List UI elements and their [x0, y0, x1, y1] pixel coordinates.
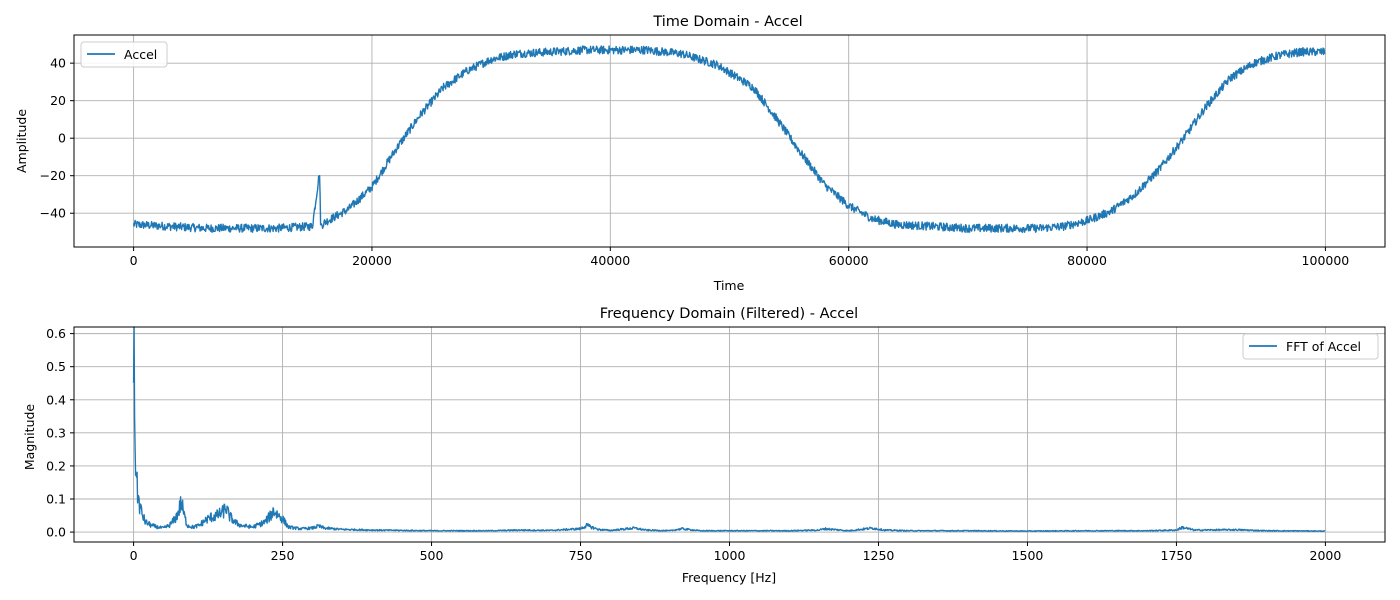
frequency-domain-ytick-label: 0.3 [46, 425, 66, 440]
time-domain-xtick-label: 40000 [590, 253, 630, 268]
frequency-domain-xtick-label: 500 [420, 548, 444, 563]
frequency-domain-ytick-label: 0.5 [46, 359, 66, 374]
time-domain-axes-frame [73, 34, 1386, 248]
time-domain-series-line-0 [132, 45, 1326, 233]
time-domain-ylabel: Amplitude [14, 109, 29, 173]
frequency-domain-ticks: 0 250 500 750 1000 1250 1500 1750 2000 0.0 0.1 0.2 0… [46, 326, 1341, 563]
frequency-domain-legend: FFT of Accel [1242, 333, 1379, 360]
frequency-domain-legend-box [1242, 333, 1379, 360]
frequency-domain-xtick-label: 1250 [863, 548, 895, 563]
time-domain-ytick-label: −40 [40, 206, 66, 221]
time-domain-grid [74, 35, 1385, 247]
time-domain-xtick-label: 0 [130, 253, 138, 268]
frequency-domain-xtick-label: 750 [569, 548, 593, 563]
time-domain-xlabel: Time [713, 278, 745, 293]
frequency-domain-ytick-label: 0.1 [46, 492, 66, 507]
frequency-domain-chart: Frequency Domain (Filtered) - Accel 0 250… [22, 306, 1386, 585]
time-domain-series [132, 45, 1326, 233]
frequency-domain-ytick-label: 0.6 [46, 326, 66, 341]
time-domain-legend-label: Accel [124, 47, 157, 62]
frequency-domain-ytick-label: 0.4 [46, 392, 66, 407]
frequency-domain-xtick-label: 1750 [1161, 548, 1193, 563]
time-domain-ytick-label: 0 [58, 131, 66, 146]
time-domain-xtick-label: 60000 [829, 253, 869, 268]
time-domain-title: Time Domain - Accel [652, 14, 802, 30]
frequency-domain-xtick-label: 0 [130, 548, 138, 563]
frequency-domain-legend-label: FFT of Accel [1286, 339, 1361, 354]
frequency-domain-xtick-label: 2000 [1310, 548, 1342, 563]
time-domain-ytick-label: −20 [40, 168, 66, 183]
frequency-domain-grid [74, 327, 1385, 542]
time-domain-ytick-label: 40 [50, 56, 66, 71]
time-domain-chart: Time Domain - Accel 0 20000 40000 60000 8000… [14, 14, 1386, 293]
time-domain-xtick-label: 20000 [352, 253, 392, 268]
time-domain-xtick-label: 100000 [1302, 253, 1350, 268]
frequency-domain-title: Frequency Domain (Filtered) - Accel [600, 306, 858, 322]
time-domain-ytick-label: 20 [50, 93, 66, 108]
time-domain-legend: Accel [80, 41, 168, 68]
frequency-domain-ylabel: Magnitude [22, 404, 37, 471]
time-domain-legend-box [80, 41, 168, 68]
frequency-domain-xlabel: Frequency [Hz] [682, 570, 776, 585]
frequency-domain-xtick-label: 1000 [714, 548, 746, 563]
frequency-domain-ytick-label: 0.2 [46, 458, 66, 473]
frequency-domain-xtick-label: 1500 [1012, 548, 1044, 563]
time-domain-xtick-label: 80000 [1067, 253, 1107, 268]
time-domain-ticks: 0 20000 40000 60000 80000 100000 −40 −20 0 20 40 [40, 56, 1350, 268]
frequency-domain-ytick-label: 0.0 [46, 525, 66, 540]
frequency-domain-xtick-label: 250 [271, 548, 295, 563]
